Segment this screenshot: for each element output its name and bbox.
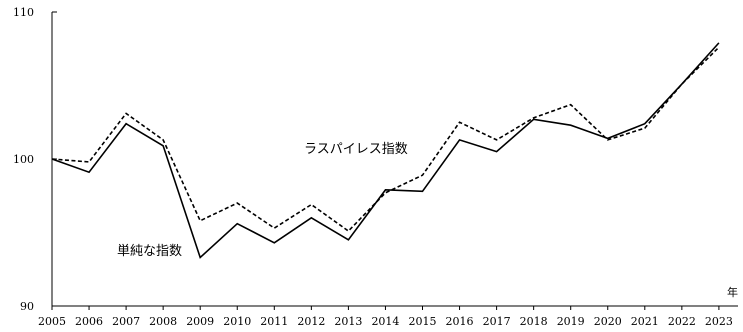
x-tick-label: 2005 (38, 315, 66, 328)
y-tick-label: 110 (13, 6, 34, 19)
y-tick-label: 90 (20, 300, 34, 313)
series-lines (51, 42, 720, 259)
x-tick-label: 2022 (668, 315, 696, 328)
axes (51, 11, 738, 310)
x-tick-label: 2020 (594, 315, 622, 328)
x-unit-label: 年 (727, 285, 738, 299)
x-tick-label: 2023 (705, 315, 733, 328)
x-tick-label: 2019 (557, 315, 585, 328)
series-line-0 (51, 42, 720, 259)
series-label-1: ラスパイレス指数 (304, 142, 408, 157)
x-tick-label: 2021 (631, 315, 659, 328)
x-tick-label: 2009 (186, 315, 214, 328)
x-tick-label: 2006 (75, 315, 103, 328)
x-tick-label: 2008 (149, 315, 177, 328)
tick-labels: 90 100 110 2005 2006 2007 2008 2009 2010 2011 2012… (13, 6, 738, 328)
x-tick-label: 2016 (446, 315, 474, 328)
x-tick-label: 2018 (520, 315, 548, 328)
x-tick-label: 2015 (409, 315, 437, 328)
x-tick-label: 2014 (371, 315, 399, 328)
series-line-1 (51, 46, 720, 233)
x-tick-label: 2017 (483, 315, 511, 328)
x-tick-label: 2007 (112, 315, 140, 328)
y-tick-label: 100 (13, 153, 34, 166)
series-label-0: 単純な指数 (117, 243, 182, 259)
x-tick-label: 2011 (260, 315, 288, 328)
x-tick-label: 2013 (334, 315, 362, 328)
x-tick-label: 2010 (223, 315, 251, 328)
series-annotations: 単純な指数 ラスパイレス指数 (117, 142, 408, 259)
x-tick-label: 2012 (297, 315, 325, 328)
